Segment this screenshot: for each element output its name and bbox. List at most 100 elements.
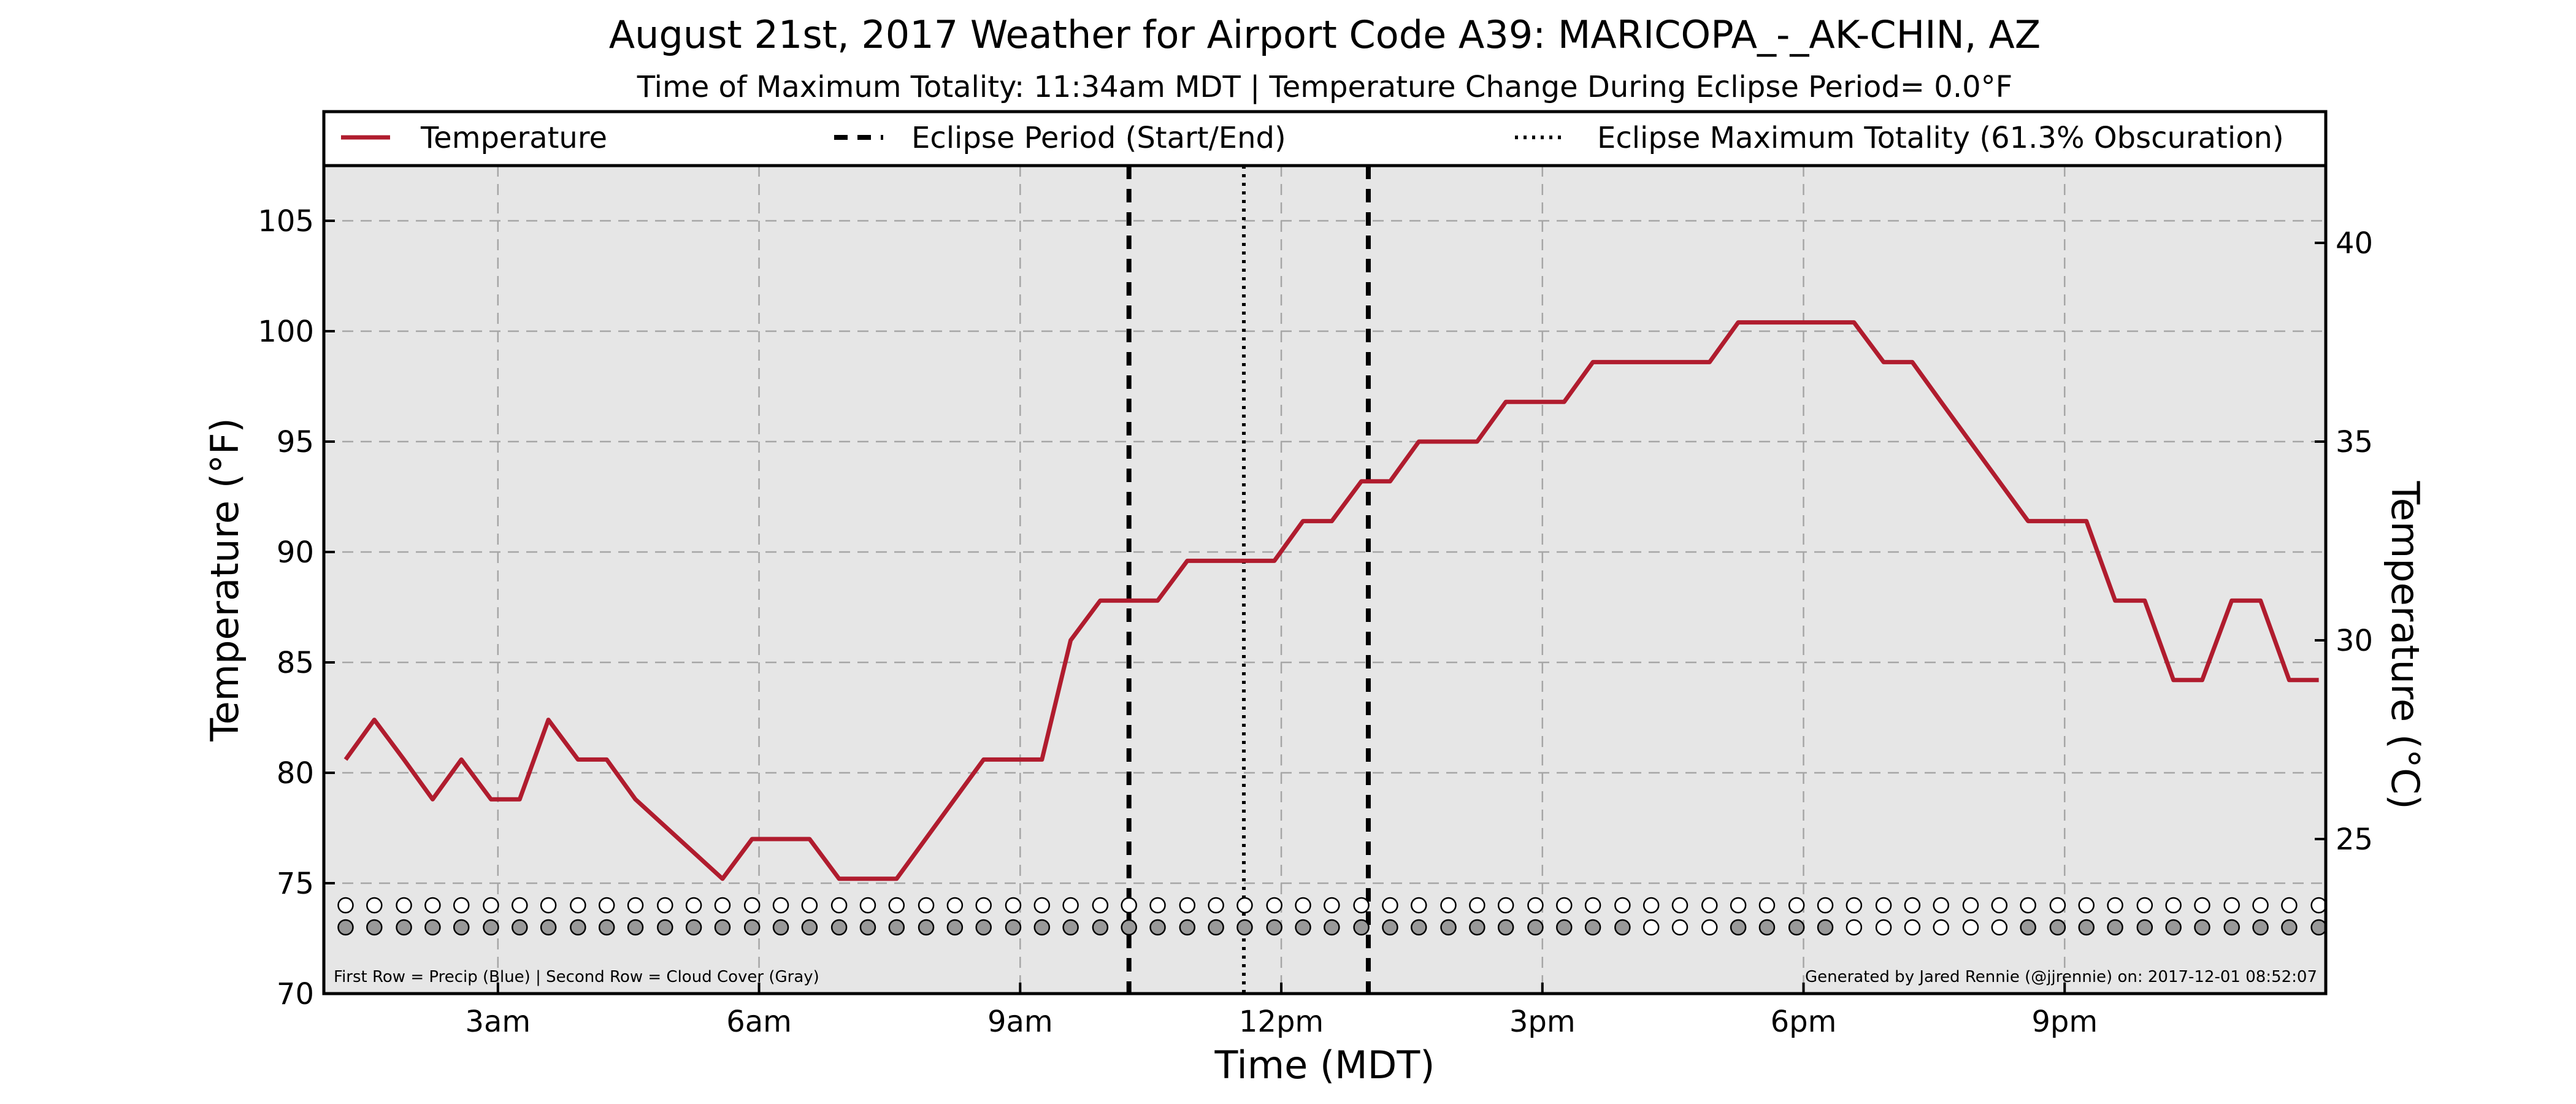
cloud-cover-dot bbox=[1324, 919, 1340, 936]
cloud-cover-dot bbox=[1730, 919, 1747, 936]
precip-dot bbox=[859, 897, 876, 914]
footnote-left: First Row = Precip (Blue) | Second Row =… bbox=[334, 968, 819, 986]
precip-dot bbox=[1584, 897, 1601, 914]
cloud-cover-dot bbox=[1846, 919, 1863, 936]
precip-dot bbox=[1556, 897, 1573, 914]
y-tick-label-right: 35 bbox=[2336, 425, 2373, 459]
precip-dot bbox=[2194, 897, 2210, 914]
precip-dot bbox=[1875, 897, 1892, 914]
precip-dot bbox=[1469, 897, 1485, 914]
cloud-cover-dot bbox=[1353, 919, 1370, 936]
precip-dot bbox=[657, 897, 673, 914]
cloud-cover-dot bbox=[2165, 919, 2182, 936]
plot-area bbox=[324, 166, 2326, 994]
precip-dot bbox=[946, 897, 964, 914]
precip-dot bbox=[1497, 897, 1514, 914]
eclipse-lines bbox=[1126, 166, 1371, 994]
cloud-cover-dot bbox=[685, 919, 702, 936]
cloud-cover-dot bbox=[1005, 919, 1022, 936]
legend-label-temperature: Temperature bbox=[420, 121, 607, 155]
cloud-cover-dot bbox=[1758, 919, 1776, 936]
x-tick-label: 9pm bbox=[2031, 1005, 2098, 1039]
precip-dot bbox=[1614, 897, 1631, 914]
series-layer bbox=[343, 320, 2319, 881]
precip-dot bbox=[1904, 897, 1921, 914]
precip-dot bbox=[2049, 897, 2066, 914]
precip-dot bbox=[453, 897, 470, 914]
precip-dot bbox=[2281, 897, 2298, 914]
cloud-cover-dot bbox=[2252, 919, 2269, 936]
cloud-cover-dot bbox=[657, 919, 673, 936]
y-tick-label-left: 85 bbox=[277, 646, 314, 680]
precip-dot bbox=[337, 897, 354, 914]
precip-dot bbox=[830, 897, 848, 914]
precip-dot bbox=[1295, 897, 1311, 914]
y-tick-label-right: 40 bbox=[2336, 226, 2373, 261]
y-tick-label-right: 25 bbox=[2336, 822, 2373, 857]
precip-dot bbox=[598, 897, 615, 914]
cloud-cover-dot bbox=[1817, 919, 1834, 936]
cloud-cover-dot bbox=[2049, 919, 2066, 936]
precip-dot bbox=[888, 897, 905, 914]
cloud-cover-dot bbox=[1497, 919, 1514, 936]
cloud-cover-dot bbox=[396, 919, 412, 936]
y-tick-label-left: 105 bbox=[258, 204, 314, 239]
x-tick-label: 12pm bbox=[1239, 1005, 1324, 1039]
precip-dot bbox=[2078, 897, 2095, 914]
cloud-cover-dot bbox=[2194, 919, 2210, 936]
precip-dot bbox=[1353, 897, 1370, 914]
precip-dot bbox=[1788, 897, 1805, 914]
precip-dot bbox=[2107, 897, 2123, 914]
precip-dot bbox=[1121, 897, 1137, 914]
cloud-cover-dot bbox=[2078, 919, 2095, 936]
cloud-cover-dot bbox=[1527, 919, 1544, 936]
cloud-cover-dot bbox=[2281, 919, 2298, 936]
cloud-cover-dot bbox=[1149, 919, 1166, 936]
cloud-cover-dot bbox=[1556, 919, 1573, 936]
cloud-cover-dot bbox=[424, 919, 441, 936]
precip-dot bbox=[424, 897, 441, 914]
cloud-cover-dot bbox=[540, 919, 557, 936]
precip-dot bbox=[1149, 897, 1166, 914]
y-axis-label-left: Temperature (°F) bbox=[202, 418, 247, 742]
precip-dot bbox=[918, 897, 935, 914]
cloud-cover-dot bbox=[2223, 919, 2240, 936]
precip-dot bbox=[2165, 897, 2182, 914]
precip-dot bbox=[512, 897, 528, 914]
x-tick-label: 6pm bbox=[1771, 1005, 1837, 1039]
cloud-cover-dot bbox=[1208, 919, 1224, 936]
legend-box bbox=[322, 110, 2328, 167]
precip-dot bbox=[2223, 897, 2240, 914]
cloud-cover-dot bbox=[714, 919, 731, 936]
cloud-cover-dot bbox=[772, 919, 789, 936]
precip-dot bbox=[743, 897, 761, 914]
cloud-cover-dot bbox=[366, 919, 383, 936]
precip-dot bbox=[1817, 897, 1834, 914]
cloud-cover-dot bbox=[1701, 919, 1718, 936]
cloud-cover-dot bbox=[1469, 919, 1485, 936]
precip-dot bbox=[2136, 897, 2153, 914]
legend-label-eclipse-max: Eclipse Maximum Totality (61.3% Obscurat… bbox=[1597, 121, 2284, 155]
cloud-cover-dot bbox=[1584, 919, 1601, 936]
precip-dot bbox=[366, 897, 383, 914]
precip-dot bbox=[1208, 897, 1224, 914]
precip-dot bbox=[2252, 897, 2269, 914]
cloud-cover-dot bbox=[570, 919, 586, 936]
x-tick-label: 3pm bbox=[1509, 1005, 1576, 1039]
precip-dot bbox=[1236, 897, 1253, 914]
precip-dot bbox=[1033, 897, 1051, 914]
cloud-cover-dot bbox=[2310, 919, 2327, 936]
cloud-cover-dot bbox=[888, 919, 905, 936]
cloud-cover-dot bbox=[1121, 919, 1137, 936]
cloud-cover-dot bbox=[483, 919, 499, 936]
precip-dot bbox=[1527, 897, 1544, 914]
cloud-cover-dot bbox=[975, 919, 992, 936]
cloud-cover-dot bbox=[743, 919, 761, 936]
cloud-cover-dot bbox=[453, 919, 470, 936]
y-tick-label-left: 80 bbox=[277, 756, 314, 791]
cloud-cover-dot bbox=[337, 919, 354, 936]
x-tick-label: 6am bbox=[726, 1005, 792, 1039]
cloud-cover-dot bbox=[1092, 919, 1109, 936]
cloud-cover-dot bbox=[2136, 919, 2153, 936]
cloud-cover-dot bbox=[1991, 919, 2008, 936]
